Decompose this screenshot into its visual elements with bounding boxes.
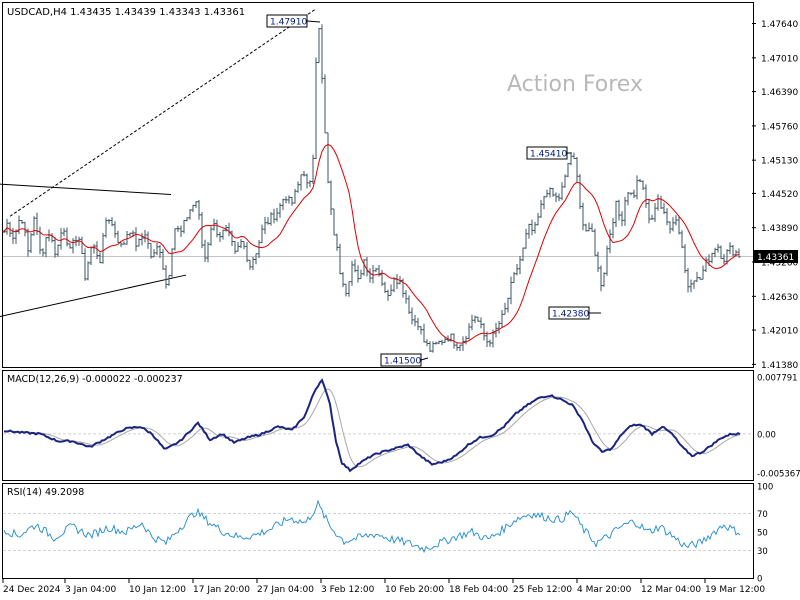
callout-leader <box>420 357 429 361</box>
price-tick-label: 1.41380 <box>761 361 798 371</box>
price-tick-label: 1.42630 <box>761 293 798 303</box>
macd-signal-line <box>4 388 741 468</box>
macd-plot: 0.007791 0.00 -0.005367 <box>3 374 800 479</box>
x-tick-label: 18 Feb 04:00 <box>449 585 508 595</box>
watermark-text: Action Forex <box>507 72 643 97</box>
rsi-tick-label: 70 <box>757 510 768 520</box>
price-callout-box <box>380 353 422 367</box>
x-tick-label: 10 Feb 20:00 <box>385 585 444 595</box>
price-callout-label: 1.41500 <box>384 357 421 367</box>
current-price-label: 1.43361 <box>757 253 794 263</box>
rsi-plot: 100 70 50 30 0 <box>3 483 773 585</box>
symbol-header: USDCAD,H4 1.43435 1.43439 1.43343 1.4336… <box>7 7 245 18</box>
price-tick-label: 1.45760 <box>761 122 798 132</box>
macd-tick-label: -0.005367 <box>757 469 800 479</box>
panel-frames <box>2 2 754 579</box>
dashed-trendline <box>9 8 317 217</box>
current-price-badge <box>754 250 798 264</box>
rsi-tick-label: 30 <box>757 547 768 557</box>
rsi-panel-frame <box>2 483 754 579</box>
x-tick-label: 3 Feb 12:00 <box>321 585 375 595</box>
price-callout-label: 1.47910 <box>270 18 307 28</box>
price-tick-label: 1.42010 <box>761 327 798 337</box>
price-tick-label: 1.47640 <box>761 20 798 30</box>
price-callout-box <box>526 146 568 160</box>
price-tick-label: 1.47010 <box>761 54 798 64</box>
rsi-tick-label: 100 <box>757 483 773 493</box>
rsi-label: RSI(14) 49.2098 <box>7 487 84 498</box>
x-tick-label: 24 Dec 2024 <box>3 585 61 595</box>
price-callout-box <box>266 14 308 28</box>
price-callout-label: 1.42380 <box>552 310 589 320</box>
macd-tick-label: 0.007791 <box>757 374 798 384</box>
x-tick-label: 25 Feb 12:00 <box>513 585 572 595</box>
price-tick-label: 1.44520 <box>761 190 798 200</box>
main-plot: 1.47640 1.47010 1.46390 1.45760 1.45130 1.445… <box>0 8 798 371</box>
x-tick-label: 19 Mar 12:00 <box>705 585 765 595</box>
x-tick-label: 4 Mar 20:00 <box>577 585 632 595</box>
price-tick-label: 1.46390 <box>761 88 798 98</box>
macd-panel-frame <box>2 370 754 481</box>
price-tick-label: 1.43260 <box>761 259 798 269</box>
channel-line <box>0 183 172 195</box>
price-callout-box <box>548 306 590 320</box>
main-panel-frame <box>2 2 754 368</box>
macd-label: MACD(12,26,9) -0.000022 -0.000237 <box>7 374 183 385</box>
x-tick-label: 3 Jan 04:00 <box>65 585 117 595</box>
price-tick-label: 1.45130 <box>761 157 798 167</box>
x-axis: 24 Dec 2024 3 Jan 04:00 10 Jan 12:00 17 Jan… <box>2 579 765 595</box>
x-tick-label: 17 Jan 20:00 <box>193 585 250 595</box>
price-callout-label: 1.45410 <box>530 150 567 160</box>
price-tick-label: 1.43890 <box>761 224 798 234</box>
rsi-tick-label: 50 <box>757 529 768 539</box>
macd-main-line <box>3 378 741 473</box>
x-tick-label: 12 Mar 04:00 <box>641 585 701 595</box>
x-tick-label: 27 Jan 04:00 <box>257 585 314 595</box>
rsi-line <box>3 499 741 554</box>
moving-average-line <box>3 143 740 344</box>
macd-tick-label: 0.00 <box>757 430 776 440</box>
x-tick-label: 10 Jan 12:00 <box>129 585 186 595</box>
channel-line <box>0 274 187 317</box>
callout-leader <box>306 20 321 23</box>
rsi-tick-label: 0 <box>757 575 762 585</box>
